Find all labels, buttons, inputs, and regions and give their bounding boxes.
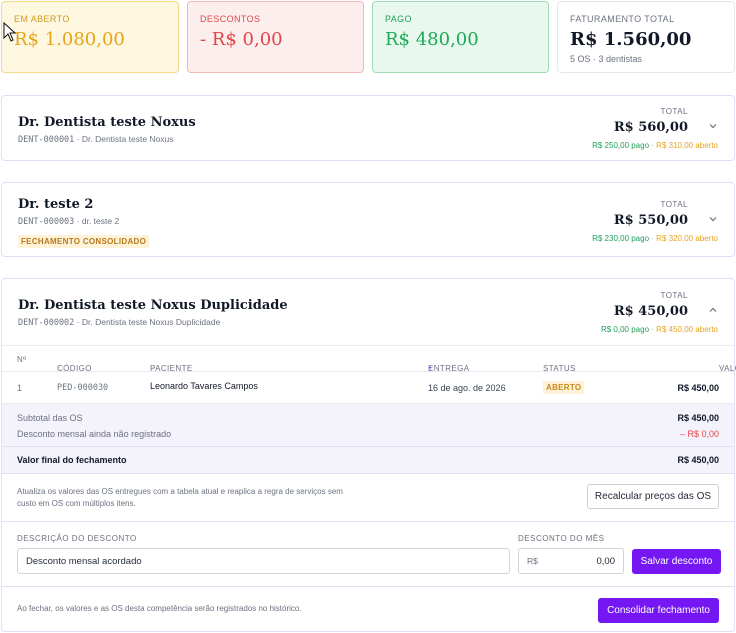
subtotal-label: Subtotal das OS [17,413,83,423]
mouse-pointer-icon [3,22,17,42]
row-delivery: 16 de ago. de 2026 [428,383,506,393]
discount-form: DESCRIÇÃO DO DESCONTO Desconto mensal ac… [2,522,734,587]
col-num: Nº [17,355,27,364]
amount-value: 0,00 [596,556,616,567]
final-label: Valor final do fechamento [17,455,127,465]
discount-amount-input[interactable]: R$ 0,00 [518,548,624,574]
dentist-panel-2[interactable]: Dr. teste 2 DENT-000003 · dr. teste 2 FE… [1,182,735,257]
chevron-down-icon[interactable] [708,214,718,224]
totals-summary: Subtotal das OS R$ 450,00 Desconto mensa… [2,404,734,474]
chevron-down-icon[interactable] [708,121,718,131]
row-value: R$ 450,00 [677,383,719,393]
summary-cards: EM ABERTO R$ 1.080,00 DESCONTOS - R$ 0,0… [1,1,735,73]
recalc-button[interactable]: Recalcular preços das OS [587,484,719,509]
discount-pending-value: – R$ 0,00 [679,429,719,439]
open-label: EM ABERTO [14,14,70,24]
recalc-text: Atualiza os valores das OS entregues com… [17,487,343,508]
discount-description-input[interactable]: Desconto mensal acordado [17,548,510,574]
recalc-section: Atualiza os valores das OS entregues com… [2,474,734,522]
paid-amount: R$ 0,00 pago [600,325,650,334]
paid-label: PAGO [385,14,412,24]
row-code: PED-000030 [57,383,109,393]
desc-label: DESCRIÇÃO DO DESCONTO [17,534,137,543]
table-header: Nº CÓDIGO ↑ PACIENTE ↑ ENTREGA ↑ STATUS … [2,345,736,373]
total-label: FATURAMENTO TOTAL [570,14,675,24]
row-num: 1 [17,383,23,393]
total-label: TOTAL [660,200,688,209]
total-label: TOTAL [660,107,688,116]
consolidate-button[interactable]: Consolidar fechamento [598,598,719,623]
separator: · [651,141,654,150]
os-table: Nº CÓDIGO ↑ PACIENTE ↑ ENTREGA ↑ STATUS … [2,345,736,631]
paid-value: R$ 480,00 [385,29,479,50]
dentist-panel-1[interactable]: Dr. Dentista teste Noxus DENT-000001 · D… [1,95,735,161]
total-sub: 5 OS · 3 dentistas [570,54,643,64]
discounts-card: DESCONTOS - R$ 0,00 [187,1,364,73]
discounts-label: DESCONTOS [200,14,261,24]
chevron-up-icon[interactable] [708,305,718,315]
currency-prefix: R$ [527,556,538,566]
paid-amount: R$ 250,00 pago [592,141,650,150]
dentist-code: DENT-000002 [18,318,75,328]
open-amount: R$ 320,00 aberto [656,234,718,243]
amount-label: DESCONTO DO MÊS [518,534,605,543]
dentist-panel-3-header[interactable]: Dr. Dentista teste Noxus Duplicidade DEN… [2,279,734,345]
dentist-code: DENT-000001 [18,135,75,145]
consolidated-badge: FECHAMENTO CONSOLIDADO [18,235,150,248]
dentist-total: R$ 550,00 [613,213,688,228]
footer-text: Ao fechar, os valores e as OS desta comp… [17,604,302,613]
dentist-total: R$ 450,00 [613,304,688,319]
final-value: R$ 450,00 [677,455,719,465]
separator: · [651,234,654,243]
dentist-subname: · Dr. Dentista teste Noxus Duplicidade [76,317,221,327]
dentist-subname: · Dr. Dentista teste Noxus [76,134,174,144]
open-card: EM ABERTO R$ 1.080,00 [1,1,179,73]
discounts-value: - R$ 0,00 [200,29,283,50]
dentist-name: Dr. Dentista teste Noxus [18,115,196,130]
footer-section: Ao fechar, os valores e as OS desta comp… [2,587,734,631]
dentist-code: DENT-000003 [18,217,75,227]
total-card: FATURAMENTO TOTAL R$ 1.560,00 5 OS · 3 d… [557,1,735,73]
total-label: TOTAL [660,291,688,300]
paid-amount: R$ 230,00 pago [592,234,650,243]
status-badge: ABERTO [543,381,585,394]
open-value: R$ 1.080,00 [14,29,125,50]
dentist-subname: · dr. teste 2 [76,216,120,226]
dentist-total: R$ 560,00 [613,120,688,135]
total-value: R$ 1.560,00 [570,29,692,50]
open-amount: R$ 310,00 aberto [656,141,718,150]
table-row[interactable]: 1 PED-000030 Leonardo Tavares Campos 16 … [2,372,734,404]
dentist-name: Dr. teste 2 [18,197,94,212]
dentist-name: Dr. Dentista teste Noxus Duplicidade [18,298,288,313]
paid-card: PAGO R$ 480,00 [372,1,549,73]
save-discount-button[interactable]: Salvar desconto [632,549,721,574]
separator: · [651,325,654,334]
discount-pending-label: Desconto mensal ainda não registrado [17,429,172,439]
open-amount: R$ 450,00 aberto [656,325,718,334]
subtotal-value: R$ 450,00 [677,413,719,423]
dentist-panel-3: Dr. Dentista teste Noxus Duplicidade DEN… [1,278,736,632]
row-patient: Leonardo Tavares Campos [150,381,258,391]
